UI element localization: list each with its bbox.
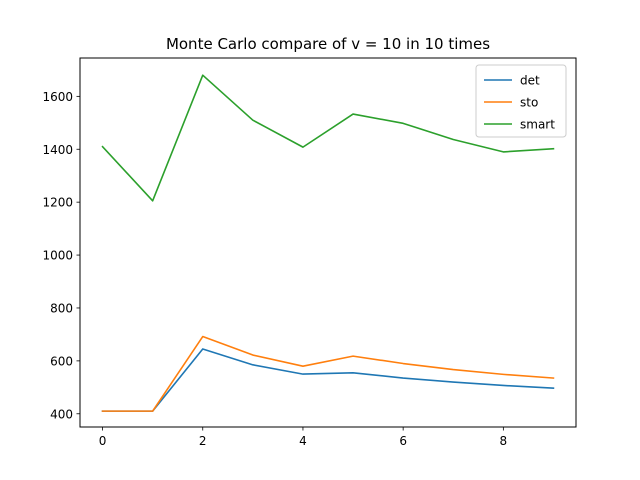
y-tick-label: 1400 [42, 143, 73, 157]
legend-label-det: det [520, 74, 540, 88]
series-layer [101, 74, 555, 412]
y-tick-label: 400 [50, 407, 73, 421]
y-axis: 400 600 800 1000 1200 1400 1600 [42, 90, 80, 421]
x-tick-label: 6 [399, 434, 407, 448]
chart-title: Monte Carlo compare of v = 10 in 10 time… [166, 35, 490, 53]
legend-box [475, 64, 567, 138]
x-tick-label: 0 [99, 434, 107, 448]
y-tick-label: 1000 [42, 249, 73, 263]
plot-area [79, 57, 577, 428]
legend: det sto smart [475, 64, 567, 138]
legend-label-smart: smart [520, 118, 555, 132]
x-axis: 0 2 4 6 8 [99, 427, 507, 448]
series-line-det [101, 348, 555, 412]
series-line-smart [101, 74, 555, 202]
x-tick-label: 4 [299, 434, 307, 448]
legend-label-sto: sto [520, 96, 538, 110]
y-tick-label: 800 [50, 301, 73, 315]
x-tick-label: 2 [199, 434, 207, 448]
y-tick-label: 600 [50, 354, 73, 368]
x-tick-label: 8 [500, 434, 508, 448]
series-line-sto [101, 335, 555, 412]
y-tick-label: 1200 [42, 196, 73, 210]
y-tick-label: 1600 [42, 90, 73, 104]
